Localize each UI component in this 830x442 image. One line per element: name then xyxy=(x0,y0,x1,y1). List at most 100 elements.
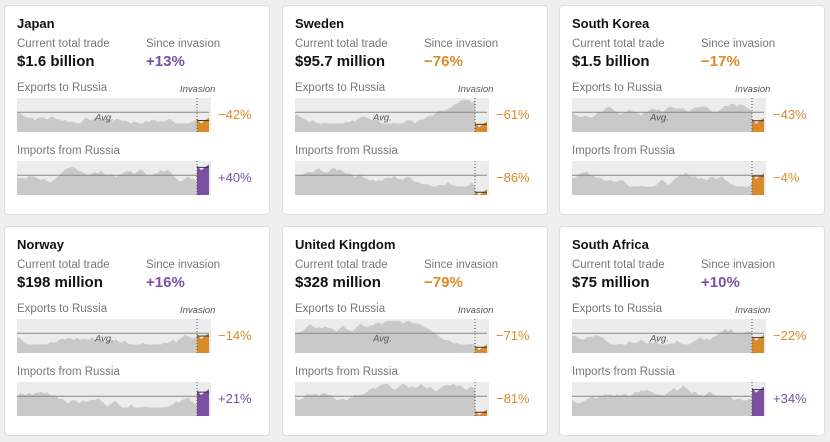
trade-area xyxy=(295,383,475,416)
trade-area xyxy=(572,385,752,416)
avg-label: Avg. xyxy=(649,333,669,344)
country-name: Norway xyxy=(17,237,64,252)
imports-label: Imports from Russia xyxy=(572,145,675,157)
since-invasion-value: −76% xyxy=(424,53,463,70)
exports-chart: Avg. xyxy=(17,319,211,353)
exports-change: −71% xyxy=(496,328,530,343)
post-invasion-area xyxy=(752,117,764,132)
exports-label: Exports to Russia xyxy=(572,82,663,94)
country-card: South Africa Current total trade Since i… xyxy=(559,226,825,436)
exports-change: −14% xyxy=(218,328,252,343)
exports-chart: Avg. xyxy=(295,98,489,132)
imports-label: Imports from Russia xyxy=(17,366,120,378)
imports-label: Imports from Russia xyxy=(295,145,398,157)
exports-change: −22% xyxy=(773,328,807,343)
trade-area xyxy=(295,99,475,132)
total-trade-value: $328 million xyxy=(295,274,381,291)
post-invasion-area xyxy=(475,409,487,416)
imports-change: +21% xyxy=(218,391,252,406)
invasion-label: Invasion xyxy=(735,305,771,316)
since-invasion-value: +10% xyxy=(701,274,740,291)
invasion-label: Invasion xyxy=(458,305,494,316)
exports-label: Exports to Russia xyxy=(17,303,108,315)
exports-chart: Avg. xyxy=(17,98,211,132)
invasion-label: Invasion xyxy=(180,305,216,316)
imports-label: Imports from Russia xyxy=(295,366,398,378)
since-invasion-label: Since invasion xyxy=(146,259,221,271)
exports-label: Exports to Russia xyxy=(17,82,108,94)
total-trade-value: $1.6 billion xyxy=(17,53,95,70)
current-trade-label: Current total trade xyxy=(295,38,388,50)
imports-chart xyxy=(295,161,489,195)
since-invasion-label: Since invasion xyxy=(146,38,221,50)
imports-label: Imports from Russia xyxy=(17,145,120,157)
since-invasion-value: +16% xyxy=(146,274,185,291)
country-card: Norway Current total trade Since invasio… xyxy=(4,226,270,436)
imports-change: −81% xyxy=(496,391,530,406)
since-invasion-label: Since invasion xyxy=(701,38,776,50)
total-trade-value: $95.7 million xyxy=(295,53,386,70)
current-trade-label: Current total trade xyxy=(17,38,110,50)
invasion-label: Invasion xyxy=(735,84,771,95)
trade-area xyxy=(295,320,475,353)
post-invasion-area xyxy=(752,173,764,195)
post-invasion-area xyxy=(197,333,209,353)
avg-label: Avg. xyxy=(94,333,114,344)
trade-area xyxy=(572,103,752,132)
total-trade-value: $198 million xyxy=(17,274,103,291)
imports-change: +34% xyxy=(773,391,807,406)
exports-label: Exports to Russia xyxy=(572,303,663,315)
country-name: Sweden xyxy=(295,16,345,31)
trade-area xyxy=(17,392,197,416)
imports-change: −86% xyxy=(496,170,530,185)
total-trade-value: $75 million xyxy=(572,274,650,291)
since-invasion-value: −17% xyxy=(701,53,740,70)
exports-change: −43% xyxy=(773,107,807,122)
current-trade-label: Current total trade xyxy=(295,259,388,271)
invasion-label: Invasion xyxy=(180,84,216,95)
post-invasion-area xyxy=(197,117,209,132)
since-invasion-value: +13% xyxy=(146,53,185,70)
imports-chart xyxy=(17,161,211,195)
country-card: South Korea Current total trade Since in… xyxy=(559,5,825,215)
trade-area xyxy=(17,334,197,353)
imports-chart xyxy=(572,382,766,416)
invasion-label: Invasion xyxy=(458,84,494,95)
trade-area xyxy=(17,166,197,195)
country-card: Japan Current total trade Since invasion… xyxy=(4,5,270,215)
exports-chart: Avg. xyxy=(295,319,489,353)
avg-label: Avg. xyxy=(372,112,392,123)
exports-change: −61% xyxy=(496,107,530,122)
imports-label: Imports from Russia xyxy=(572,366,675,378)
current-trade-label: Current total trade xyxy=(572,38,665,50)
since-invasion-label: Since invasion xyxy=(424,38,499,50)
exports-label: Exports to Russia xyxy=(295,82,386,94)
country-card: United Kingdom Current total trade Since… xyxy=(282,226,548,436)
imports-change: +40% xyxy=(218,170,252,185)
trade-area xyxy=(572,171,752,195)
avg-label: Avg. xyxy=(649,112,669,123)
avg-label: Avg. xyxy=(94,112,114,123)
post-invasion-area xyxy=(197,164,209,195)
current-trade-label: Current total trade xyxy=(572,259,665,271)
post-invasion-area xyxy=(475,189,487,195)
exports-change: −42% xyxy=(218,107,252,122)
total-trade-value: $1.5 billion xyxy=(572,53,650,70)
trade-area xyxy=(17,113,197,132)
post-invasion-area xyxy=(752,386,764,416)
avg-label: Avg. xyxy=(372,333,392,344)
post-invasion-area xyxy=(752,334,764,353)
post-invasion-area xyxy=(475,344,487,353)
imports-change: −4% xyxy=(773,170,800,185)
exports-chart: Avg. xyxy=(572,319,766,353)
country-name: South Africa xyxy=(572,237,649,252)
since-invasion-value: −79% xyxy=(424,274,463,291)
post-invasion-area xyxy=(197,389,209,416)
exports-label: Exports to Russia xyxy=(295,303,386,315)
country-name: South Korea xyxy=(572,16,650,31)
country-card: Sweden Current total trade Since invasio… xyxy=(282,5,548,215)
country-name: Japan xyxy=(17,16,55,31)
current-trade-label: Current total trade xyxy=(17,259,110,271)
since-invasion-label: Since invasion xyxy=(701,259,776,271)
imports-chart xyxy=(17,382,211,416)
